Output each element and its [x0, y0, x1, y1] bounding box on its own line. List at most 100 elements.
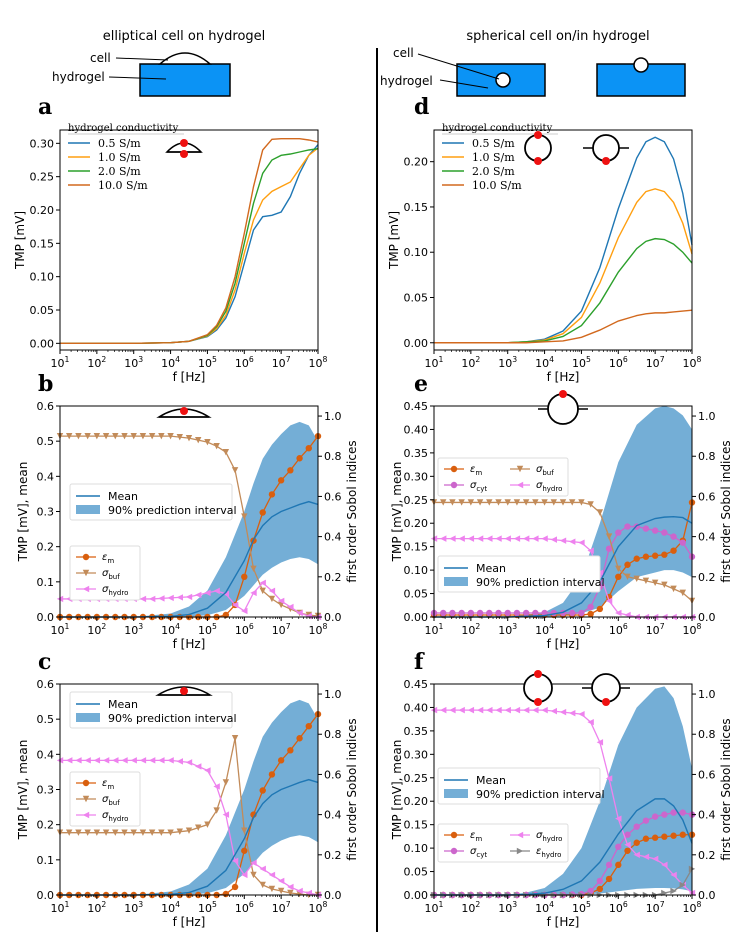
panel-letter: d [414, 94, 429, 120]
sobol-marker [268, 595, 276, 603]
sobol-marker [241, 827, 248, 834]
sobol-marker [176, 828, 183, 835]
x-tick-label: 103 [124, 900, 143, 915]
sobol-marker [624, 841, 631, 848]
sobol-marker [624, 831, 631, 838]
sobol-marker [458, 706, 465, 714]
x-tick-label: 103 [498, 622, 517, 637]
legend-band-label: 90% prediction interval [476, 788, 605, 801]
sobol-marker [615, 609, 622, 617]
y-tick-label: 0.20 [404, 156, 429, 169]
y2-tick-label: 0.4 [698, 809, 716, 822]
sobol-marker [167, 432, 174, 440]
sobol-marker [615, 843, 622, 850]
sobol-marker [268, 771, 276, 778]
sobol-marker [130, 829, 137, 836]
y-tick-label: 0.20 [404, 517, 429, 530]
x-tick-label: 101 [425, 355, 444, 370]
sobol-marker [642, 553, 650, 560]
sobol-marker [93, 757, 101, 764]
legend-entry: 10.0 S/m [472, 179, 522, 192]
sobol-marker [679, 881, 686, 889]
sobol-marker [624, 561, 631, 568]
sobol-series-2 [430, 499, 696, 605]
sobol-marker [112, 757, 119, 764]
sobol-marker [486, 609, 493, 617]
x-tick-label: 106 [609, 355, 628, 370]
y-tick-label: 0.15 [404, 819, 429, 832]
legend-mean-label: Mean [476, 774, 506, 787]
sobol-marker [541, 535, 548, 542]
sobol-marker [670, 585, 677, 593]
y-tick-label: 0.10 [404, 842, 429, 855]
sobol-marker [578, 539, 585, 546]
sobol-marker [679, 539, 686, 546]
y2-tick-label: 0.2 [698, 571, 716, 584]
sobol-marker [670, 887, 677, 895]
y2-tick-label: 0.8 [324, 450, 342, 463]
sobol-marker [195, 824, 202, 831]
elliptical-cell-icon [165, 139, 203, 158]
sobol-marker [651, 552, 659, 559]
hydrogel-label: hydrogel [52, 70, 105, 84]
y-tick-label: 0.4 [37, 470, 55, 483]
legend-band-swatch [76, 713, 100, 722]
sobol-marker [112, 432, 119, 440]
sobol-marker [633, 575, 640, 583]
legend-box [437, 457, 569, 497]
sobol-marker [615, 573, 622, 581]
sobol-marker [541, 499, 548, 506]
legend-sobol-label: σbuf [102, 794, 120, 807]
prediction-interval-band [60, 699, 318, 895]
x-tick-label: 102 [461, 622, 480, 637]
x-tick-label: 106 [235, 622, 254, 637]
y-tick-label: 0.1 [37, 854, 55, 867]
x-tick-label: 106 [235, 355, 254, 370]
sobol-marker [633, 555, 640, 562]
y-tick-label: 0.0 [37, 889, 55, 902]
sobol-marker [158, 757, 165, 764]
sobol-marker [670, 533, 677, 540]
sobol-marker [130, 757, 137, 764]
sobol-marker [213, 807, 220, 814]
legend-sobol-marker [516, 465, 524, 473]
sobol-marker [195, 591, 202, 599]
electrode-marker [602, 157, 610, 165]
legend-band-label: 90% prediction interval [108, 504, 237, 517]
sobol-marker [296, 735, 303, 742]
y2-tick-label: 0.8 [324, 728, 342, 741]
spherical-cell-on-gel [633, 57, 649, 73]
sobol-marker [495, 609, 502, 617]
sobol-marker [231, 735, 239, 742]
legend-entry: 0.5 S/m [472, 137, 515, 150]
sobol-marker [670, 809, 677, 816]
legend-sobol-marker [516, 481, 524, 489]
y-axis-label: TMP [mV], mean [16, 740, 30, 841]
sobol-marker [66, 757, 73, 764]
sobol-marker [467, 535, 475, 542]
sobol-marker [578, 710, 585, 718]
sobol-marker [195, 436, 202, 444]
sobol-marker [296, 455, 303, 462]
sobol-marker [241, 513, 248, 520]
y2-tick-label: 0.8 [698, 728, 716, 741]
y-tick-label: 0.10 [404, 246, 429, 259]
x-tick-label: 104 [535, 900, 554, 915]
x-tick-label: 105 [572, 900, 591, 915]
sobol-marker [112, 829, 119, 836]
y-tick-label: 0.00 [404, 337, 429, 350]
sobol-marker [670, 871, 677, 879]
y2-tick-label: 0.0 [324, 889, 342, 902]
sobol-marker [75, 757, 82, 764]
sobol-marker [305, 445, 312, 452]
sobol-marker [495, 499, 502, 506]
legend-sobol-marker [82, 569, 90, 577]
y2-tick-label: 0.8 [698, 450, 716, 463]
sobol-marker [679, 589, 686, 597]
series-line-10-0-S-m [60, 137, 319, 345]
sobol-marker [449, 535, 456, 542]
sobol-marker [578, 499, 585, 506]
y-tick-label: 0.1 [37, 576, 55, 589]
spherical-cell-in-gel [495, 72, 511, 88]
